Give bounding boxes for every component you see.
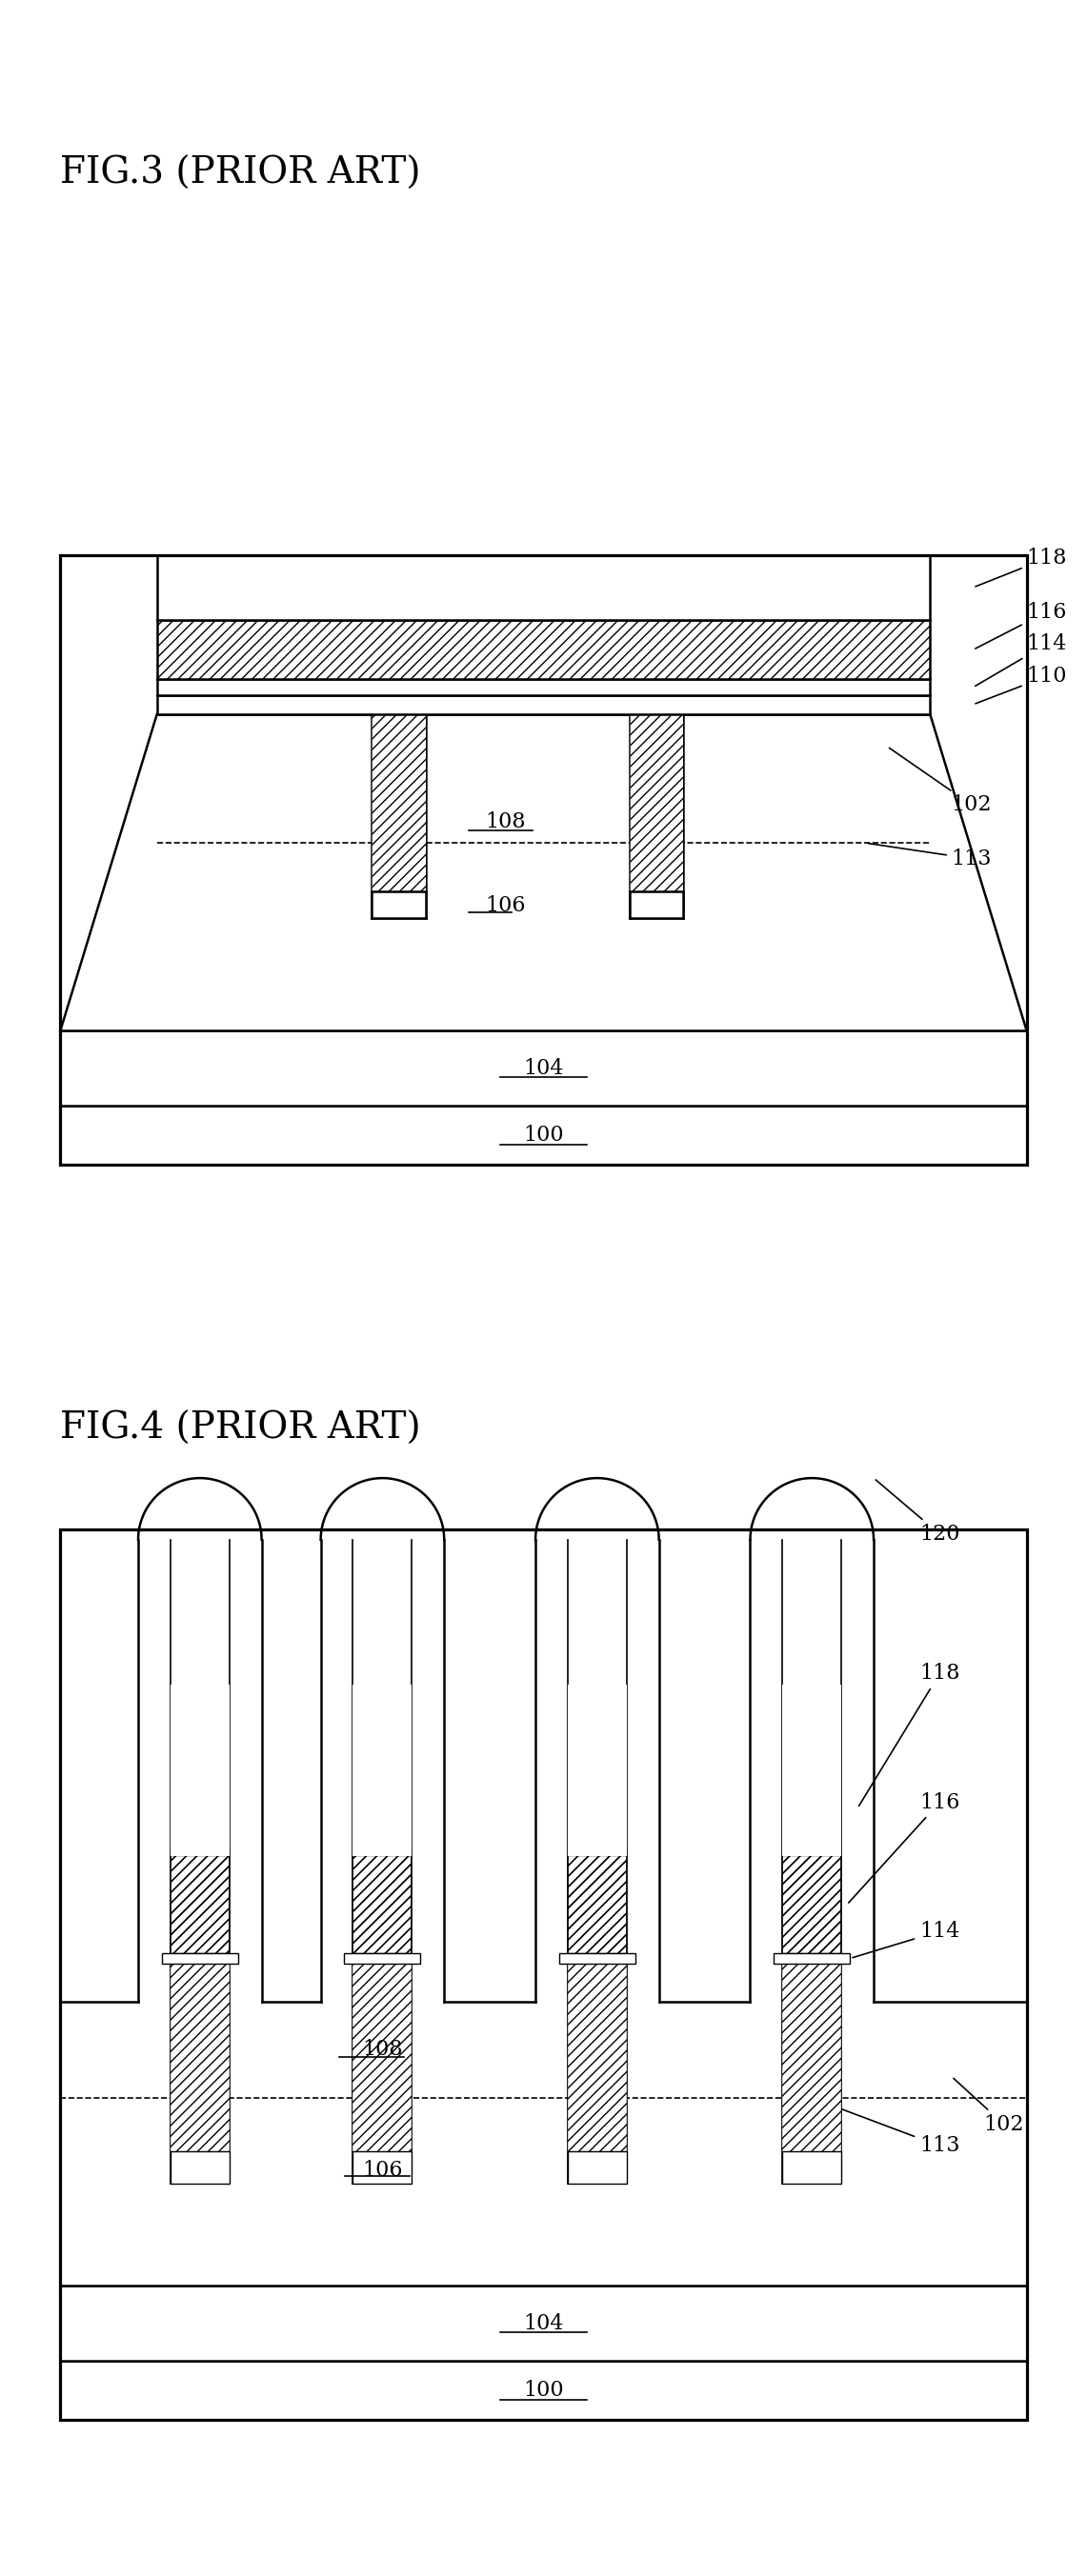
- Bar: [171, 1685, 229, 1857]
- Bar: [353, 1852, 412, 1958]
- Bar: [60, 2002, 1027, 2285]
- Bar: [353, 2151, 412, 2184]
- Text: 116: 116: [849, 1793, 960, 1904]
- Bar: [171, 1958, 229, 2151]
- Bar: [559, 1953, 635, 1963]
- Text: 113: 113: [869, 842, 992, 868]
- Bar: [629, 714, 683, 917]
- Bar: [567, 1852, 627, 1958]
- Text: 118: 118: [859, 1664, 960, 1806]
- Bar: [162, 1953, 238, 1963]
- Bar: [567, 1857, 627, 1953]
- Bar: [629, 891, 683, 917]
- Bar: [567, 1685, 627, 1857]
- Bar: [157, 621, 930, 677]
- Text: 113: 113: [814, 2099, 960, 2156]
- Text: 100: 100: [523, 2380, 564, 2401]
- Bar: [60, 1530, 1027, 2419]
- Bar: [372, 714, 425, 917]
- Bar: [60, 556, 1027, 1164]
- Bar: [157, 621, 930, 677]
- Text: FIG.4 (PRIOR ART): FIG.4 (PRIOR ART): [60, 1412, 421, 1445]
- Bar: [353, 1857, 412, 1953]
- Bar: [171, 2151, 229, 2184]
- Text: 104: 104: [523, 2313, 564, 2334]
- Bar: [629, 714, 683, 917]
- Bar: [353, 1958, 412, 2151]
- Bar: [372, 714, 425, 917]
- Bar: [567, 2151, 627, 2184]
- Bar: [372, 891, 425, 917]
- Bar: [157, 696, 930, 714]
- Text: 104: 104: [523, 1059, 564, 1079]
- Text: 114: 114: [975, 634, 1067, 685]
- Text: 100: 100: [523, 1126, 564, 1146]
- Text: 118: 118: [975, 549, 1067, 587]
- Text: 120: 120: [876, 1479, 960, 1546]
- Bar: [783, 1857, 841, 1953]
- Bar: [783, 1852, 841, 1958]
- Bar: [60, 2362, 1027, 2419]
- Bar: [783, 2151, 841, 2184]
- Bar: [774, 1953, 850, 1963]
- Text: 108: 108: [362, 2040, 403, 2061]
- Bar: [157, 556, 930, 621]
- Text: 106: 106: [486, 894, 526, 914]
- Bar: [60, 1030, 1027, 1105]
- Bar: [567, 1958, 627, 2151]
- Bar: [171, 1857, 229, 1953]
- Bar: [353, 1958, 412, 2151]
- Bar: [783, 1685, 841, 1857]
- Polygon shape: [60, 714, 1027, 1030]
- Text: 116: 116: [975, 600, 1067, 649]
- Text: 114: 114: [852, 1922, 960, 1958]
- Bar: [60, 2285, 1027, 2362]
- Bar: [157, 677, 930, 696]
- Text: 102: 102: [889, 747, 992, 817]
- Bar: [171, 1958, 229, 2151]
- Bar: [783, 1958, 841, 2151]
- Text: 110: 110: [975, 665, 1067, 703]
- Text: 108: 108: [486, 811, 526, 832]
- Bar: [353, 1685, 412, 1857]
- Bar: [567, 1958, 627, 2151]
- Text: FIG.3 (PRIOR ART): FIG.3 (PRIOR ART): [60, 157, 421, 191]
- Text: 106: 106: [362, 2159, 402, 2179]
- Bar: [171, 1852, 229, 1958]
- Bar: [60, 1105, 1027, 1164]
- Bar: [345, 1953, 421, 1963]
- Bar: [783, 1958, 841, 2151]
- Text: 102: 102: [953, 2079, 1024, 2136]
